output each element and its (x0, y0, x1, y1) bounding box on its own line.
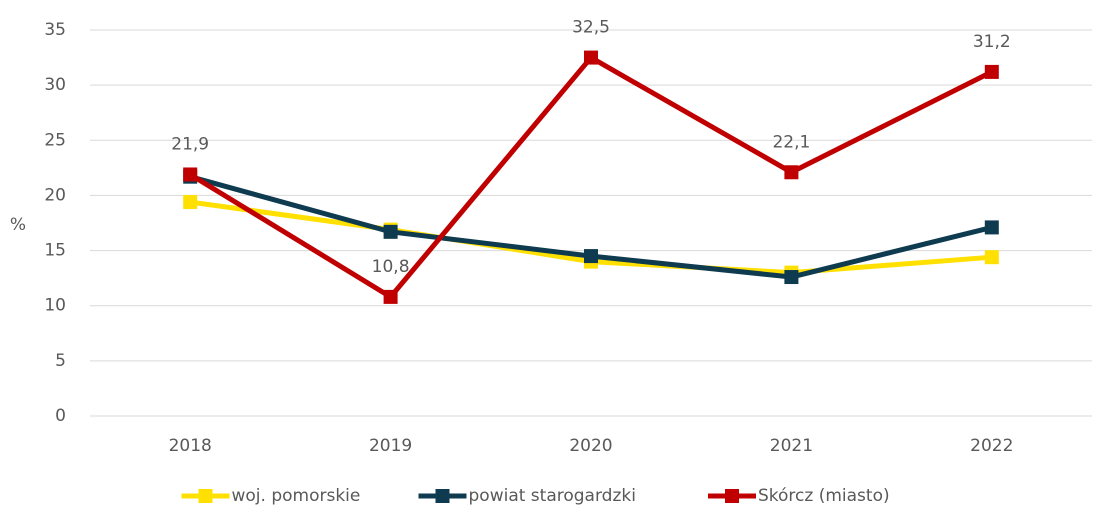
marker (183, 167, 198, 182)
y-tick-label: 15 (44, 241, 66, 261)
legend-label: powiat starogardzki (469, 486, 636, 506)
data-label: 31,2 (973, 32, 1011, 52)
y-tick-label: 10 (44, 296, 66, 316)
marker (383, 289, 398, 304)
y-tick-label: 5 (55, 351, 66, 371)
data-label: 10,8 (372, 257, 410, 277)
x-tick-label: 2022 (970, 436, 1013, 456)
x-tick-label: 2020 (569, 436, 612, 456)
marker (984, 250, 999, 265)
marker (183, 195, 198, 210)
marker (984, 220, 999, 235)
y-tick-label: 35 (44, 20, 66, 40)
marker (784, 270, 799, 285)
x-tick-label: 2018 (169, 436, 212, 456)
legend-label: woj. pomorskie (232, 486, 361, 506)
x-tick-label: 2021 (770, 436, 813, 456)
marker (984, 64, 999, 79)
marker (584, 249, 598, 264)
y-tick-label: 0 (55, 406, 66, 426)
data-label: 32,5 (572, 18, 610, 38)
x-tick-label: 2019 (369, 436, 412, 456)
y-tick-label: 30 (44, 75, 66, 95)
legend-marker (725, 489, 739, 503)
y-tick-label: 20 (44, 185, 66, 205)
marker (584, 50, 598, 65)
marker (383, 224, 398, 239)
legend-marker (198, 489, 213, 503)
data-label: 21,9 (171, 134, 209, 154)
marker (784, 165, 799, 180)
legend-marker (435, 489, 450, 503)
y-tick-label: 25 (44, 130, 66, 150)
legend-label: Skórcz (miasto) (758, 486, 890, 506)
y-axis-label: % (10, 215, 26, 235)
data-label: 22,1 (772, 132, 810, 152)
